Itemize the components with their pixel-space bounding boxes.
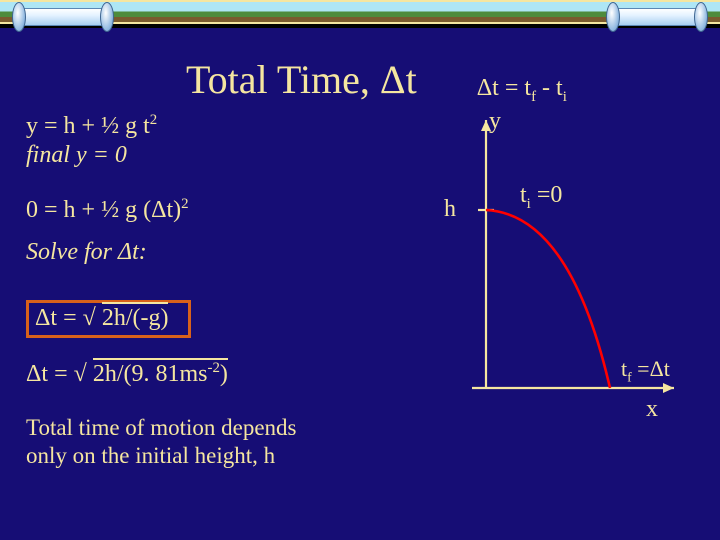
- eq6-radicand: 2h/(9. 81ms-2): [93, 358, 228, 387]
- note-line-1: Total time of motion depends: [26, 414, 356, 442]
- trajectory-graph: y h ti =0 tf =Δt x: [356, 116, 686, 406]
- slide-content: Total Time, Δt Δt = tf - ti y = h + ½ g …: [0, 46, 720, 540]
- dt-def-sub-i: i: [563, 89, 567, 105]
- equation-substituted: 0 = h + ½ g (Δt)2: [26, 196, 356, 225]
- equation-solve-for: Solve for Δt:: [26, 239, 356, 267]
- eq5-lhs: Δt =: [35, 305, 83, 331]
- t-final-label: tf =Δt: [621, 356, 670, 385]
- eq1-text: y = h + ½ g t: [26, 113, 150, 139]
- slide: Total Time, Δt Δt = tf - ti y = h + ½ g …: [0, 0, 720, 540]
- eq1-sup: 2: [150, 112, 157, 128]
- eq6-lhs: Δt =: [26, 361, 74, 387]
- equation-kinematic: y = h + ½ g t2: [26, 112, 356, 141]
- title-row: Total Time, Δt Δt = tf - ti: [26, 56, 694, 104]
- equation-final-y: final y = 0: [26, 142, 356, 170]
- conclusion-note: Total time of motion depends only on the…: [26, 414, 356, 469]
- decorative-banner: [0, 0, 720, 28]
- x-axis-label: x: [646, 396, 658, 423]
- highlight-box: Δt = √ 2h/(-g): [26, 300, 191, 338]
- ti-post: =0: [531, 182, 563, 208]
- banner-separator: [0, 24, 720, 28]
- tf-post: =Δt: [632, 356, 670, 381]
- eq3-text: 0 = h + ½ g (Δt): [26, 197, 181, 223]
- slide-title: Total Time, Δt: [186, 56, 417, 103]
- y-axis-label: y: [489, 108, 501, 135]
- h-label: h: [444, 196, 456, 223]
- eq3-sup: 2: [181, 196, 188, 212]
- eq6-rad-sup: -2: [207, 360, 219, 376]
- note-line-2: only on the initial height, h: [26, 442, 356, 470]
- eq5-sqrt: √: [83, 305, 102, 331]
- dt-def-prefix: Δt = t: [477, 75, 531, 101]
- eq6-rad-pre: 2h/(9. 81ms: [93, 361, 208, 387]
- t-initial-label: ti =0: [520, 182, 562, 213]
- body-area: y = h + ½ g t2 final y = 0 0 = h + ½ g (…: [26, 112, 694, 532]
- ti-pre: t: [520, 182, 527, 208]
- dt-def-mid: - t: [536, 75, 563, 101]
- eq6-rad-post: ): [220, 361, 228, 387]
- delta-t-definition: Δt = tf - ti: [477, 75, 567, 106]
- eq6-sqrt: √: [74, 361, 93, 387]
- eq5-radicand: 2h/(-g): [102, 302, 169, 331]
- banner-sky: [0, 2, 720, 22]
- landscape-strip: [0, 0, 720, 24]
- equation-result-boxed: Δt = √ 2h/(-g): [26, 300, 356, 338]
- equation-result-numeric: Δt = √ 2h/(9. 81ms-2): [26, 360, 356, 389]
- equation-column: y = h + ½ g t2 final y = 0 0 = h + ½ g (…: [26, 112, 356, 470]
